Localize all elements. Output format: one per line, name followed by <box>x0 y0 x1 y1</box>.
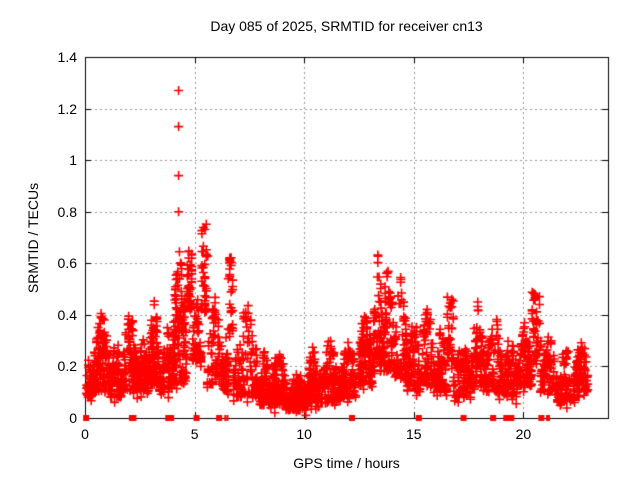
y-tick-label: 0.4 <box>57 306 77 323</box>
y-tick-label: 0.8 <box>57 203 77 220</box>
x-tick-label: 10 <box>296 426 312 442</box>
chart-title: Day 085 of 2025, SRMTID for receiver cn1… <box>210 18 483 34</box>
x-tick-label: 20 <box>515 426 532 442</box>
y-tick-label: 0.2 <box>57 358 77 375</box>
y-tick-label: 0 <box>69 410 77 426</box>
x-tick-label: 0 <box>81 426 89 442</box>
y-axis-label: SRMTID / TECUs <box>25 182 41 294</box>
y-tick-label: 1 <box>69 152 77 169</box>
y-tick-label: 1.4 <box>57 49 77 65</box>
y-tick-label: 0.6 <box>57 255 77 272</box>
x-tick-label: 5 <box>190 426 199 442</box>
x-axis-label: GPS time / hours <box>293 455 400 471</box>
y-tick-label: 1.2 <box>57 100 77 117</box>
x-tick-label: 15 <box>405 426 422 442</box>
